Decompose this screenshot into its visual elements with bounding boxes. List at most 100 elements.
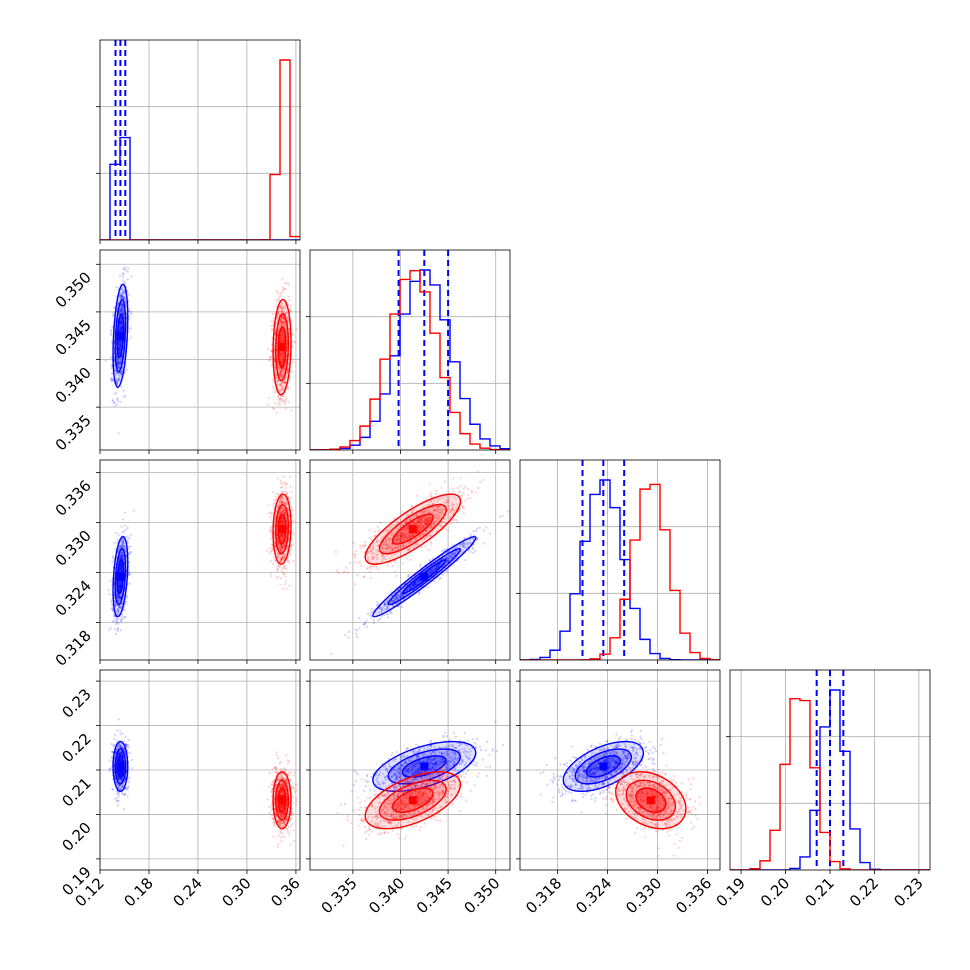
scatter-point <box>478 526 481 529</box>
scatter-point <box>279 334 282 338</box>
scatter-point <box>120 580 123 583</box>
scatter-point <box>119 554 123 557</box>
scatter-point <box>277 542 280 545</box>
scatter-point <box>279 508 282 511</box>
scatter-point <box>278 366 281 370</box>
scatter-point <box>280 399 283 403</box>
scatter-point <box>120 325 123 329</box>
scatter-point <box>281 535 284 538</box>
scatter-point <box>119 359 122 362</box>
scatter-point <box>282 517 285 520</box>
scatter-point <box>285 502 289 505</box>
scatter-point <box>278 370 281 373</box>
scatter-point <box>280 375 283 378</box>
scatter-point <box>285 503 288 506</box>
scatter-point <box>280 317 283 321</box>
scatter-point <box>281 533 285 536</box>
scatter-point <box>288 554 291 557</box>
scatter-point <box>288 299 291 302</box>
scatter-point <box>287 511 290 514</box>
panel-1-0 <box>96 249 301 454</box>
scatter-point <box>282 506 285 509</box>
scatter-point <box>121 540 124 543</box>
scatter-point <box>124 547 127 550</box>
scatter-point <box>435 489 438 493</box>
scatter-point <box>277 396 280 399</box>
scatter-point <box>280 516 283 519</box>
scatter-point <box>276 383 279 386</box>
scatter-point <box>279 548 283 551</box>
scatter-point <box>281 306 284 309</box>
scatter-point <box>282 317 285 320</box>
scatter-point <box>286 370 289 373</box>
scatter-point <box>119 321 122 324</box>
scatter-point <box>280 519 283 522</box>
scatter-point <box>286 559 289 563</box>
scatter-point <box>118 582 121 585</box>
scatter-point <box>118 295 122 298</box>
scatter-point <box>390 591 393 594</box>
scatter-point <box>123 291 126 294</box>
scatter-point <box>272 385 275 388</box>
scatter-point <box>280 372 283 375</box>
scatter-point <box>282 565 286 568</box>
scatter-point <box>277 310 280 313</box>
scatter-point <box>119 323 122 326</box>
scatter-point <box>125 594 129 597</box>
scatter-point <box>120 309 123 312</box>
scatter-point <box>120 307 123 310</box>
scatter-point <box>117 347 121 350</box>
scatter-point <box>119 568 122 571</box>
scatter-point <box>280 496 283 499</box>
scatter-point <box>113 401 116 404</box>
scatter-point <box>274 390 277 394</box>
scatter-point <box>120 326 124 329</box>
scatter-point <box>469 533 472 536</box>
scatter-point <box>287 507 290 510</box>
scatter-point <box>279 557 282 561</box>
scatter-point <box>280 558 283 561</box>
scatter-point <box>279 362 283 365</box>
scatter-point <box>119 344 123 348</box>
scatter-point <box>120 567 123 570</box>
scatter-point <box>118 584 121 587</box>
scatter-point <box>283 553 287 556</box>
scatter-point <box>426 586 430 589</box>
scatter-point <box>282 521 285 524</box>
scatter-point <box>119 562 123 565</box>
scatter-point <box>279 336 282 340</box>
scatter-point <box>280 521 283 524</box>
scatter-point <box>280 359 283 362</box>
scatter-point <box>280 533 283 537</box>
scatter-point <box>117 583 120 586</box>
scatter-point <box>122 311 125 314</box>
scatter-point <box>279 521 282 524</box>
scatter-point <box>280 516 283 520</box>
scatter-point <box>117 372 120 375</box>
scatter-point <box>116 361 119 364</box>
density-peak <box>420 572 429 581</box>
scatter-point <box>281 356 284 359</box>
scatter-point <box>268 552 272 555</box>
scatter-point <box>269 572 273 576</box>
scatter-point <box>121 545 124 548</box>
scatter-point <box>115 381 118 384</box>
scatter-point <box>124 550 128 553</box>
scatter-point <box>282 533 286 536</box>
scatter-point <box>275 510 278 513</box>
scatter-point <box>127 299 130 302</box>
scatter-point <box>283 337 286 340</box>
scatter-point <box>418 577 421 580</box>
scatter-point <box>283 583 287 586</box>
scatter-point <box>277 395 280 398</box>
scatter-point <box>117 378 120 382</box>
scatter-point <box>289 485 292 488</box>
scatter-point <box>280 546 283 550</box>
scatter-point <box>128 552 131 556</box>
scatter-point <box>466 542 469 546</box>
scatter-point <box>120 317 123 321</box>
scatter-point <box>111 609 114 612</box>
scatter-point <box>272 380 275 383</box>
scatter-point <box>273 401 276 405</box>
scatter-point <box>281 314 284 317</box>
